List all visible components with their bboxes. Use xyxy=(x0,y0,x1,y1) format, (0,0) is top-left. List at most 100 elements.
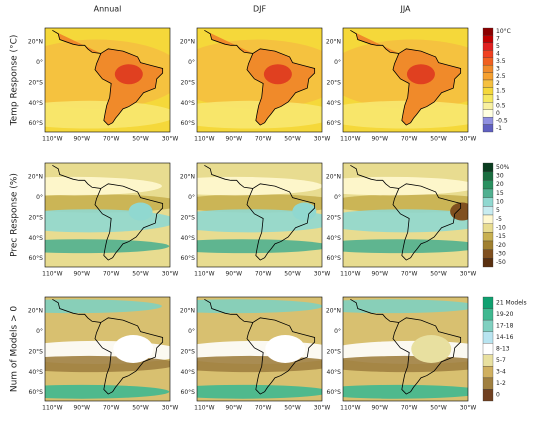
lat-tick-label: 20°S xyxy=(181,79,196,86)
column-title: Annual xyxy=(94,5,122,14)
lon-tick-label: 30°W xyxy=(460,136,477,143)
colorbar-label: 1 xyxy=(496,95,500,102)
panel-frame xyxy=(196,27,323,133)
lon-tick-label: 110°W xyxy=(194,405,214,412)
field-band xyxy=(197,384,322,399)
lon-tick-label: 90°W xyxy=(225,271,242,278)
field-band xyxy=(343,384,468,399)
low-agree xyxy=(113,335,154,363)
column-title: JJA xyxy=(399,5,411,14)
lat-tick-label: 20°N xyxy=(326,308,341,315)
coastline xyxy=(204,298,316,395)
lat-tick-label: 0° xyxy=(334,328,341,335)
panel-frame xyxy=(44,162,171,268)
lon-tick-label: 70°W xyxy=(255,136,272,143)
lat-tick-label: 20°N xyxy=(326,174,341,181)
colorbar-label: -30 xyxy=(496,251,506,258)
colorbar-label: 3-4 xyxy=(496,369,506,376)
colorbar-label: 30 xyxy=(496,173,504,180)
colorbar-swatch xyxy=(482,64,494,73)
field-band xyxy=(45,176,162,196)
panel-frame xyxy=(342,296,469,402)
lon-tick-label: 50°W xyxy=(284,271,301,278)
lat-tick-label: 20°N xyxy=(180,308,195,315)
colorbar-swatch xyxy=(482,206,494,216)
dry-spot xyxy=(450,202,468,221)
lat-tick-label: 20°N xyxy=(28,39,43,46)
field-band xyxy=(197,176,322,196)
panel-frame xyxy=(44,27,171,133)
colorbar-swatch xyxy=(482,79,494,88)
colorbar-swatch xyxy=(482,296,494,309)
colorbar-swatch xyxy=(482,188,494,198)
field-band xyxy=(343,194,468,213)
coastline xyxy=(350,29,462,126)
field-band xyxy=(197,209,322,233)
lon-tick-label: 50°W xyxy=(132,405,149,412)
lat-tick-label: 0° xyxy=(36,59,43,66)
colorbar-swatch xyxy=(482,331,494,344)
lat-tick-label: 20°S xyxy=(181,214,196,221)
dry-spot xyxy=(128,202,153,221)
lat-tick-label: 20°S xyxy=(327,79,342,86)
lat-tick-label: 60°S xyxy=(181,255,196,262)
colorbar-label: 3 xyxy=(496,65,500,72)
hot-spot xyxy=(114,64,143,85)
low-agree xyxy=(411,335,452,363)
lon-tick-label: 70°W xyxy=(401,405,418,412)
lon-tick-label: 50°W xyxy=(430,271,447,278)
land-field xyxy=(350,30,461,126)
lat-tick-label: 20°S xyxy=(29,348,44,355)
lon-tick-label: 90°W xyxy=(371,271,388,278)
lat-tick-label: 20°S xyxy=(327,348,342,355)
colorbar-label: -15 xyxy=(496,233,506,240)
map-panel xyxy=(197,297,322,401)
lat-tick-label: 40°S xyxy=(181,369,196,376)
colorbar-swatch xyxy=(482,94,494,103)
field-band xyxy=(343,355,468,373)
colorbar-swatch xyxy=(482,377,494,390)
lon-tick-label: 30°W xyxy=(162,405,179,412)
lat-tick-label: 0° xyxy=(36,328,43,335)
field-band xyxy=(45,239,170,254)
lon-tick-label: 110°W xyxy=(340,405,360,412)
colorbar-label: 8-13 xyxy=(496,346,510,353)
colorbar-label: 4 xyxy=(496,51,500,58)
hot-spot xyxy=(263,64,292,85)
field-band xyxy=(343,176,468,196)
lon-tick-label: 70°W xyxy=(255,271,272,278)
colorbar-label: -10 xyxy=(496,225,506,232)
lat-tick-label: 0° xyxy=(36,194,43,201)
lat-tick-label: 20°S xyxy=(327,214,342,221)
field-band xyxy=(343,209,468,233)
colorbar-swatch xyxy=(482,240,494,250)
lat-tick-label: 0° xyxy=(188,59,195,66)
coastline xyxy=(52,164,164,261)
colorbar-swatch xyxy=(482,72,494,81)
field-band xyxy=(45,384,170,399)
colorbar-label: 50% xyxy=(496,164,510,171)
lat-tick-label: 60°S xyxy=(327,255,342,262)
colorbar-swatch xyxy=(482,214,494,224)
lon-tick-label: 30°W xyxy=(162,271,179,278)
lon-tick-label: 90°W xyxy=(73,136,90,143)
lat-tick-label: 20°S xyxy=(181,348,196,355)
lon-tick-label: 70°W xyxy=(103,136,120,143)
lat-tick-label: 40°S xyxy=(181,235,196,242)
coastline xyxy=(204,29,316,126)
coastline xyxy=(52,298,164,395)
dry-spot xyxy=(292,202,317,221)
lon-tick-label: 50°W xyxy=(132,136,149,143)
lon-tick-label: 110°W xyxy=(194,136,214,143)
lat-tick-label: 40°S xyxy=(29,235,44,242)
lon-tick-label: 30°W xyxy=(460,405,477,412)
lat-tick-label: 60°S xyxy=(181,120,196,127)
colorbar-label: 3.5 xyxy=(496,58,506,65)
land-field xyxy=(52,30,163,126)
lat-tick-label: 20°N xyxy=(180,174,195,181)
colorbar-label: 21 Models xyxy=(496,299,527,306)
lon-tick-label: 90°W xyxy=(371,405,388,412)
low-agree xyxy=(265,335,306,363)
colorbar-swatch xyxy=(482,389,494,402)
